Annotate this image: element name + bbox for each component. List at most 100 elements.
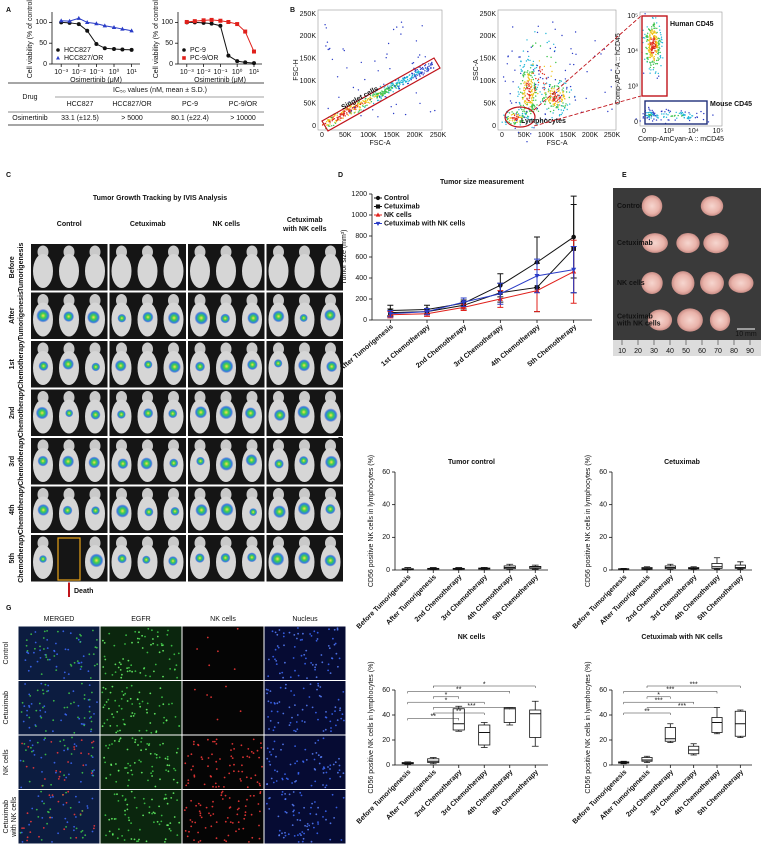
marker bbox=[85, 29, 89, 33]
cell-dot bbox=[311, 785, 313, 787]
cell-dot bbox=[68, 774, 70, 776]
y-tick-label: 200 bbox=[355, 296, 367, 303]
marker bbox=[376, 204, 380, 208]
cell-dot bbox=[267, 747, 269, 749]
y-tick-label: 0 bbox=[603, 762, 607, 769]
cell-dot bbox=[225, 686, 227, 688]
event-dot bbox=[647, 36, 648, 37]
event-dot bbox=[544, 104, 545, 105]
cell-dot bbox=[74, 748, 76, 750]
cell-dot bbox=[303, 833, 305, 835]
fluorescence-image bbox=[19, 790, 100, 844]
cell-dot bbox=[337, 772, 339, 774]
cell-dot bbox=[208, 812, 210, 814]
cell-dot bbox=[280, 687, 282, 689]
cell-dot bbox=[293, 694, 295, 696]
event-dot bbox=[533, 93, 534, 94]
cell-dot bbox=[278, 834, 280, 836]
event-dot bbox=[552, 21, 553, 22]
row-header: Control bbox=[617, 203, 642, 210]
cell-dot bbox=[301, 831, 303, 833]
event-dot bbox=[559, 80, 560, 81]
cell-dot bbox=[187, 836, 189, 838]
cell-dot bbox=[335, 761, 337, 763]
event-dot bbox=[414, 76, 415, 77]
plot-frame bbox=[318, 10, 442, 130]
cell-dot bbox=[131, 685, 133, 687]
event-dot bbox=[558, 89, 559, 90]
cell-dot bbox=[78, 705, 80, 707]
event-dot bbox=[430, 111, 431, 112]
tumor bbox=[710, 309, 730, 331]
cell-dot bbox=[343, 772, 345, 774]
event-dot bbox=[556, 106, 557, 107]
event-dot bbox=[542, 78, 543, 79]
cell-dot bbox=[137, 638, 139, 640]
cell-dot bbox=[316, 752, 318, 754]
event-dot bbox=[561, 81, 562, 82]
cell-dot bbox=[159, 744, 161, 746]
cell-dot bbox=[327, 766, 329, 768]
cell-dot bbox=[134, 631, 136, 633]
cell-dot bbox=[323, 772, 325, 774]
event-dot bbox=[664, 111, 665, 112]
row-header: Tumorigenesis bbox=[18, 291, 25, 340]
cell-dot bbox=[137, 699, 139, 701]
event-dot bbox=[652, 31, 653, 32]
cell-dot bbox=[247, 748, 249, 750]
cell-dot bbox=[246, 776, 248, 778]
event-dot bbox=[548, 89, 549, 90]
cell-dot bbox=[39, 646, 41, 648]
cell-dot bbox=[24, 683, 26, 685]
event-dot bbox=[646, 117, 647, 118]
marker bbox=[235, 59, 239, 63]
cell-dot bbox=[40, 715, 42, 717]
signal bbox=[144, 507, 153, 516]
event-dot bbox=[515, 118, 516, 119]
cell-dot bbox=[293, 634, 295, 636]
event-dot bbox=[559, 98, 560, 99]
event-dot bbox=[523, 105, 524, 106]
cell-dot bbox=[292, 824, 294, 826]
cell-dot bbox=[53, 655, 55, 657]
cell-dot bbox=[316, 689, 318, 691]
cell-dot bbox=[83, 655, 85, 657]
event-dot bbox=[536, 104, 537, 105]
event-dot bbox=[561, 95, 562, 96]
cell-dot bbox=[217, 719, 219, 721]
event-dot bbox=[660, 52, 661, 53]
cell-dot bbox=[157, 644, 159, 646]
cell-dot bbox=[118, 740, 120, 742]
event-dot bbox=[405, 114, 406, 115]
event-dot bbox=[650, 52, 651, 53]
event-dot bbox=[416, 78, 417, 79]
cell-dot bbox=[151, 775, 153, 777]
signal bbox=[169, 458, 178, 467]
event-dot bbox=[514, 123, 515, 124]
cell-dot bbox=[48, 811, 50, 813]
row-header: Cetuximab bbox=[3, 691, 10, 725]
event-dot bbox=[383, 95, 384, 96]
cell-dot bbox=[49, 808, 51, 810]
signal bbox=[220, 553, 230, 563]
event-dot bbox=[645, 47, 646, 48]
cell-dot bbox=[304, 663, 306, 665]
cell-dot bbox=[59, 776, 61, 778]
cell-dot bbox=[90, 677, 92, 679]
cell-dot bbox=[68, 673, 70, 675]
mouse-body bbox=[269, 254, 289, 288]
cell-dot bbox=[147, 780, 149, 782]
tumor bbox=[672, 271, 695, 295]
marker bbox=[112, 47, 116, 51]
cell-dot bbox=[21, 711, 23, 713]
cell-dot bbox=[36, 809, 38, 811]
event-dot bbox=[649, 73, 650, 74]
event-dot bbox=[521, 69, 522, 70]
event-dot bbox=[395, 87, 396, 88]
x-tick-label: 4th Chemotherapy bbox=[673, 769, 721, 817]
event-dot bbox=[536, 109, 537, 110]
cell-dot bbox=[73, 829, 75, 831]
cell-dot bbox=[207, 739, 209, 741]
cell-dot bbox=[303, 688, 305, 690]
